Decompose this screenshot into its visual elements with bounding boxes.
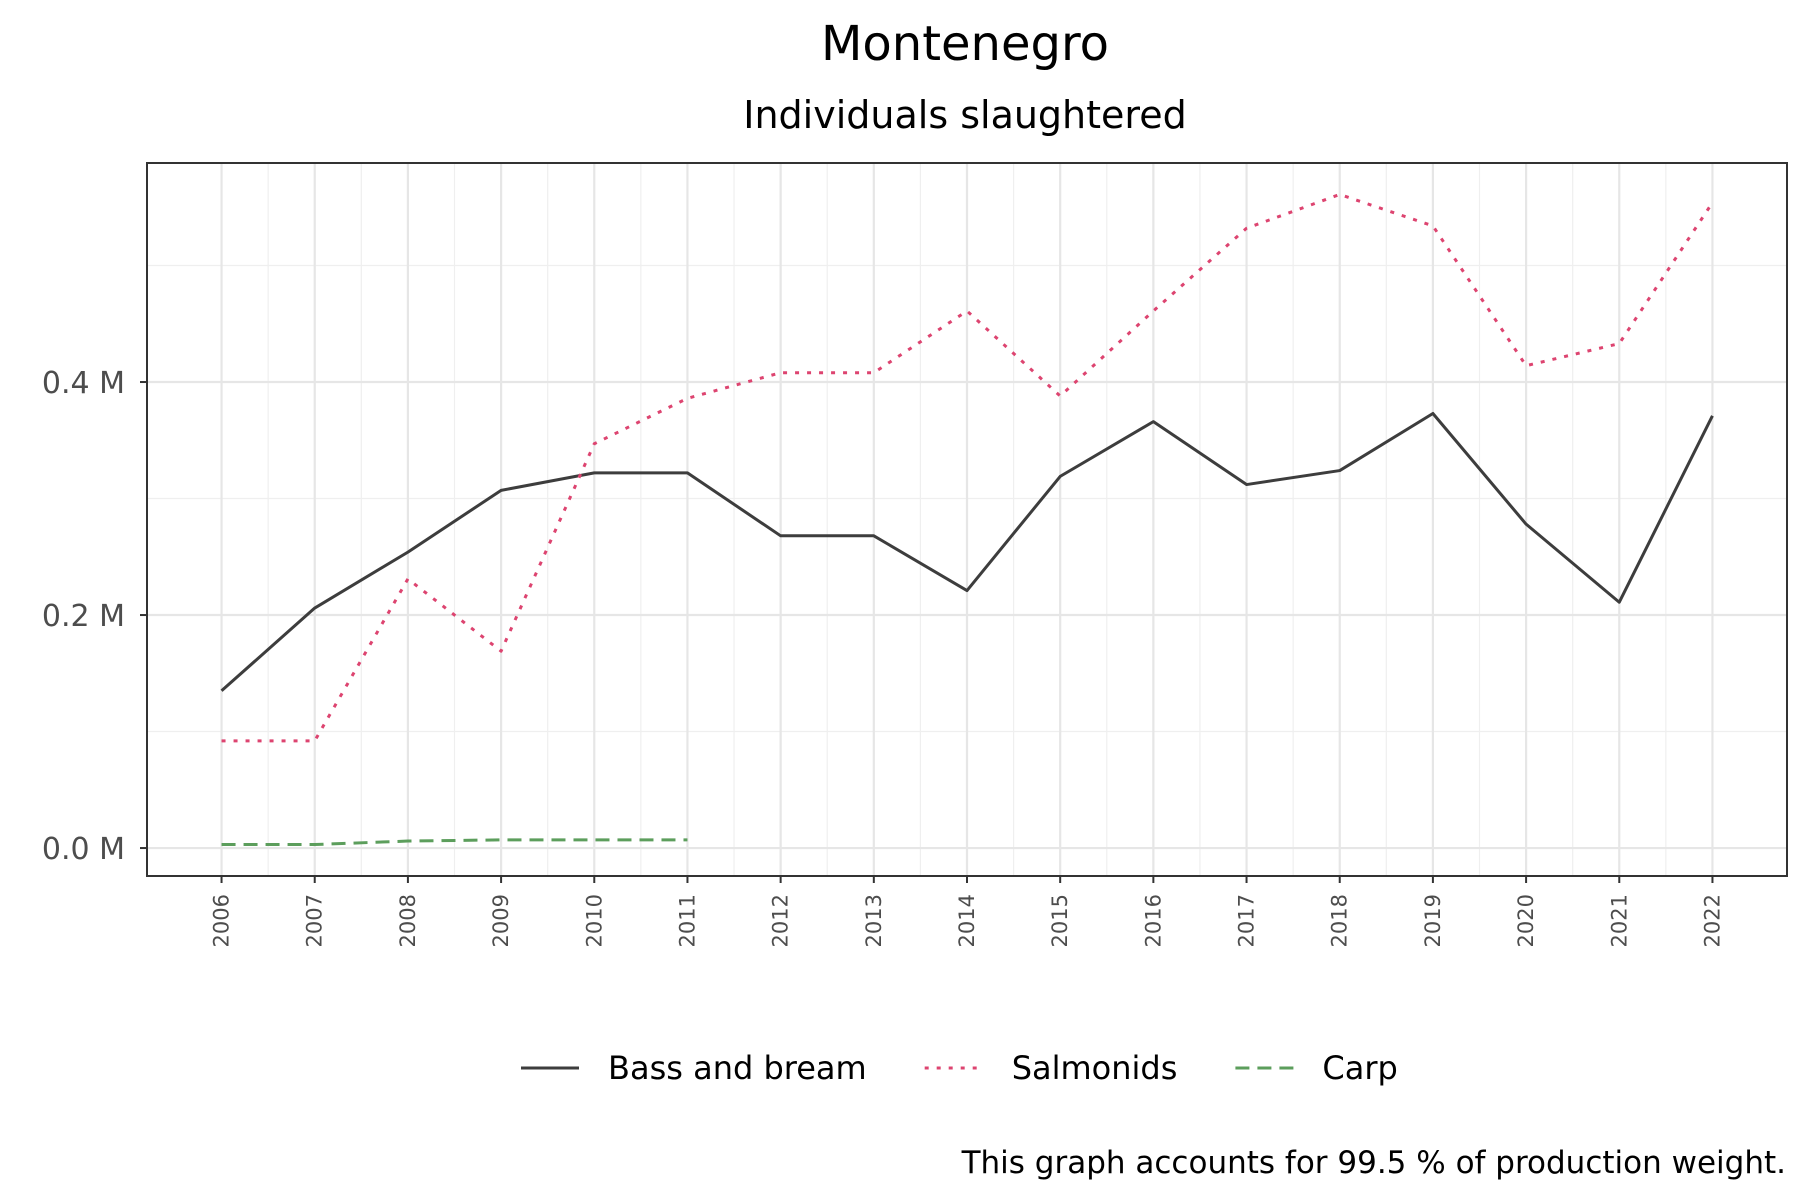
series-layer xyxy=(220,192,1714,847)
x-tick-label: 2016 xyxy=(1141,894,1165,947)
x-tick-label: 2013 xyxy=(862,894,886,947)
x-tick-label: 2014 xyxy=(955,894,979,947)
x-tick-label: 2020 xyxy=(1514,894,1538,947)
y-tick-label: 0.2 M xyxy=(42,599,125,634)
x-tick-label: 2012 xyxy=(769,894,793,947)
y-tick-label: 0.0 M xyxy=(42,832,125,867)
x-tick-label: 2008 xyxy=(396,894,420,947)
series-line-bass-and-bream xyxy=(220,411,1714,692)
y-axis: 0.0 M 0.2 M 0.4 M xyxy=(42,366,147,867)
chart-title: Montenegro xyxy=(821,16,1109,72)
x-tick-label: 2019 xyxy=(1421,894,1445,947)
series-line-carp xyxy=(221,838,688,847)
chart-subtitle: Individuals slaughtered xyxy=(743,93,1186,137)
x-tick-label: 2011 xyxy=(675,894,699,947)
x-tick-label: 2018 xyxy=(1328,894,1352,947)
legend-label: Carp xyxy=(1322,1049,1397,1087)
legend-label: Bass and bream xyxy=(608,1049,867,1087)
x-tick-label: 2010 xyxy=(582,894,606,947)
chart-caption: This graph accounts for 99.5 % of produc… xyxy=(961,1145,1786,1181)
y-tick-label: 0.4 M xyxy=(42,366,125,401)
x-tick-label: 2022 xyxy=(1700,894,1724,947)
x-tick-label: 2021 xyxy=(1607,894,1631,947)
legend-label: Salmonids xyxy=(1012,1049,1178,1087)
x-tick-label: 2015 xyxy=(1048,894,1072,947)
legend: Bass and bream Salmonids Carp xyxy=(521,1049,1398,1087)
x-tick-label: 2007 xyxy=(303,894,327,947)
x-axis: 2006 2007 2008 2009 2010 2011 2012 2013 2014 2015… xyxy=(210,876,1724,947)
major-grid xyxy=(147,163,1787,876)
x-tick-label: 2006 xyxy=(210,894,234,947)
x-tick-label: 2009 xyxy=(489,894,513,947)
x-tick-label: 2017 xyxy=(1235,894,1259,947)
